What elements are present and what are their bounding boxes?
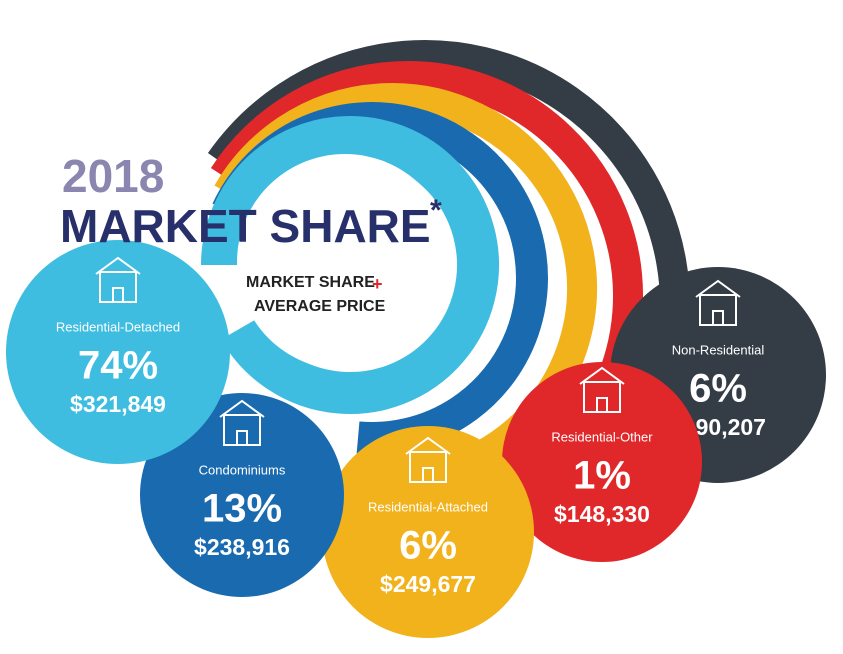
bubbles: Non-Residential6%$190,207Residential-Oth… bbox=[6, 240, 826, 638]
segment-price: $321,849 bbox=[70, 391, 166, 417]
segment-name: Non-Residential bbox=[672, 342, 765, 357]
spiral-arc bbox=[201, 116, 499, 414]
segment-share: 1% bbox=[573, 454, 631, 498]
segment-share: 74% bbox=[78, 344, 158, 388]
bubble bbox=[502, 362, 702, 562]
bubble bbox=[6, 240, 230, 464]
segment-name: Residential-Attached bbox=[368, 499, 488, 514]
segment-share: 6% bbox=[689, 367, 747, 411]
icon bbox=[712, 310, 724, 326]
icon bbox=[405, 436, 451, 455]
center-circle bbox=[237, 154, 453, 370]
title: MARKET SHARE bbox=[60, 200, 431, 252]
subtitle-line: AVERAGE PRICE bbox=[254, 298, 386, 315]
bubble bbox=[140, 393, 344, 597]
bubble bbox=[322, 426, 534, 638]
icon bbox=[695, 279, 741, 298]
segment-price: $148,330 bbox=[554, 501, 650, 527]
asterisk: * bbox=[430, 194, 442, 227]
segment-share: 6% bbox=[399, 524, 457, 568]
segment-price: $249,677 bbox=[380, 571, 476, 597]
year: 2018 bbox=[62, 150, 164, 202]
segment-name: Residential-Detached bbox=[56, 319, 180, 334]
segment-name: Condominiums bbox=[199, 462, 286, 477]
icon bbox=[236, 430, 248, 446]
subtitle-line: MARKET SHARE bbox=[246, 274, 375, 291]
icon bbox=[112, 287, 124, 303]
icon bbox=[596, 397, 608, 413]
icon bbox=[219, 399, 265, 418]
segment-name: Residential-Other bbox=[551, 429, 653, 444]
plus: + bbox=[372, 274, 383, 294]
icon bbox=[95, 256, 141, 275]
segment-share: 13% bbox=[202, 487, 282, 531]
segment-price: $238,916 bbox=[194, 534, 290, 560]
icon bbox=[422, 467, 434, 483]
icon bbox=[579, 366, 625, 385]
